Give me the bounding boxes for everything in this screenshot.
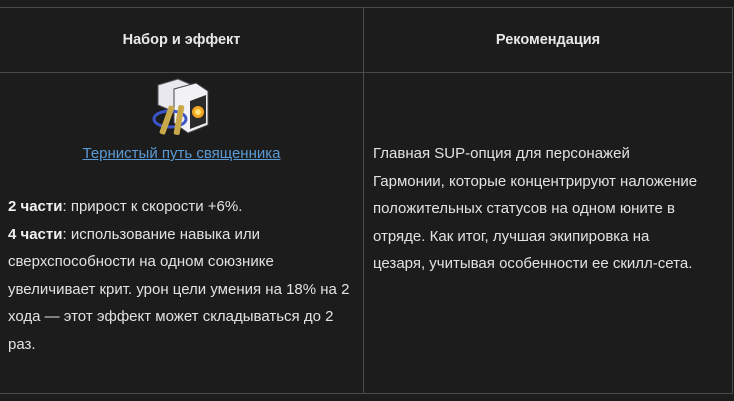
thorny-path-relic-icon [152,78,209,135]
set-effect-cell: Тернистый путь священника 2 части: приро… [0,73,363,393]
table-header-row [0,8,732,73]
effect-label: 2 части [8,198,63,215]
recommendation-text: Главная SUP-опция для персонажей Гармони… [373,145,698,273]
set-effects: 2 части: прирост к скорости +6%. 4 части… [8,193,358,359]
relic-table: Набор и эффект Рекомендация Тернистый пу… [0,7,733,394]
column-divider [363,8,364,393]
effect-4-piece: 4 части: использование навыка или сверхс… [8,221,358,359]
set-name-link[interactable]: Тернистый путь священника [82,145,281,162]
effect-label: 4 части [8,225,63,243]
header-recommendation: Рекомендация [495,32,601,48]
effect-text: : прирост к скорости +6%. [62,198,243,215]
recommendation-cell: Главная SUP-опция для персонажей Гармони… [364,73,732,393]
header-set-effect: Набор и эффект [122,32,241,48]
effect-2-piece: 2 части: прирост к скорости +6%. [8,193,358,221]
effect-text: : использование навыка или сверхспособно… [8,225,350,353]
